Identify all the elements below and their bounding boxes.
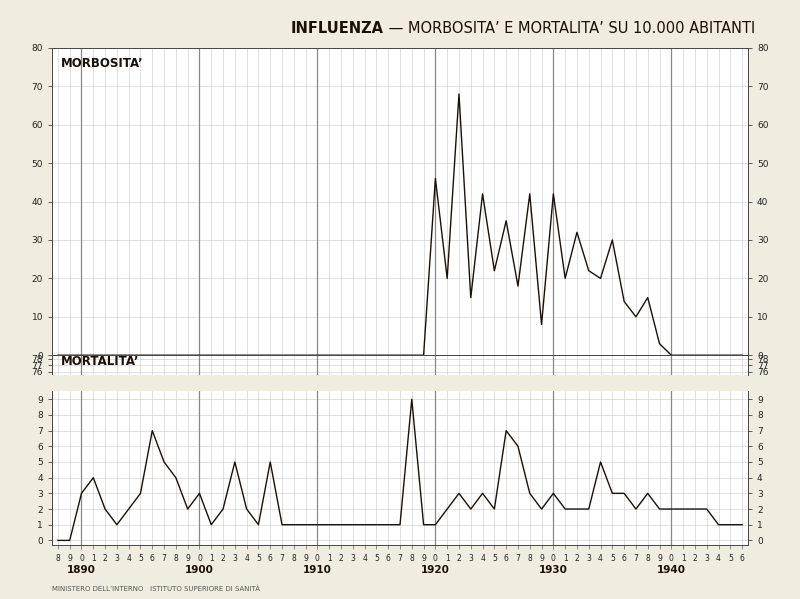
Text: 1900: 1900 — [185, 565, 214, 576]
Text: 1910: 1910 — [303, 565, 332, 576]
Text: 1930: 1930 — [539, 565, 568, 576]
Text: 1940: 1940 — [657, 565, 686, 576]
Text: 1920: 1920 — [421, 565, 450, 576]
Text: INFLUENZA: INFLUENZA — [291, 21, 384, 36]
Text: MORBOSITA’: MORBOSITA’ — [61, 57, 144, 70]
Text: 1890: 1890 — [67, 565, 96, 576]
Text: MINISTERO DELL’INTERNO   ISTITUTO SUPERIORE DI SANITÀ: MINISTERO DELL’INTERNO ISTITUTO SUPERIOR… — [52, 585, 260, 592]
Text: MORTALITA’: MORTALITA’ — [61, 355, 139, 368]
Text: — MORBOSITA’ E MORTALITA’ SU 10.000 ABITANTI: — MORBOSITA’ E MORTALITA’ SU 10.000 ABIT… — [384, 21, 755, 36]
